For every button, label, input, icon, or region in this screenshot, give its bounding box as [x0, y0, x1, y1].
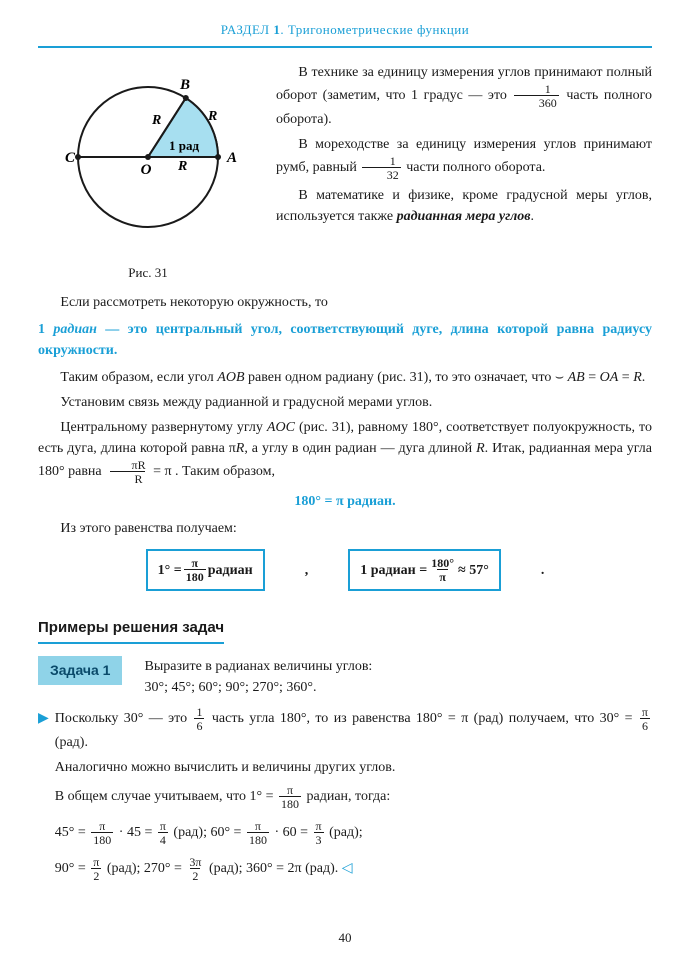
sol-p1: Поскольку 30° — это 16 часть угла 180°, … — [55, 706, 652, 753]
top-section: B A C O R R R 1 рад Рис. 31 В технике за… — [38, 62, 652, 283]
solution-marker-icon: ▶ — [38, 706, 49, 729]
svg-text:C: C — [65, 150, 76, 166]
figure-caption: Рис. 31 — [38, 263, 258, 283]
sol-line1: 45° = π180 · 45 = π4 (рад); 60° = π180 ·… — [55, 820, 652, 846]
svg-text:1 рад: 1 рад — [169, 138, 199, 153]
body-3: Центральному развернутому углу AOC (рис.… — [38, 417, 652, 485]
sol-p2: Аналогично можно вычислить и величины др… — [55, 757, 652, 778]
page-number: 40 — [0, 928, 690, 948]
section-title: Примеры решения задач — [38, 617, 224, 644]
after-eq: Из этого равенства получаем: — [38, 518, 652, 539]
sol-p3: В общем случае учитываем, что 1° = π180 … — [55, 784, 652, 810]
solution-content: Поскольку 30° — это 16 часть угла 180°, … — [55, 706, 652, 886]
body-1: Таким образом, если угол AOB равен одном… — [38, 367, 652, 388]
task-text: Выразите в радианах величины углов: 30°;… — [144, 656, 652, 698]
chapter-header: РАЗДЕЛ 1. Тригонометрические функции — [38, 20, 652, 48]
task-1: Задача 1 Выразите в радианах величины уг… — [38, 656, 652, 698]
svg-text:B: B — [179, 77, 190, 93]
formula-box-2: 1 радиан = 180°π ≈ 57° — [348, 549, 501, 591]
solution-block: ▶ Поскольку 30° — это 16 часть угла 180°… — [38, 706, 652, 886]
svg-text:A: A — [226, 150, 237, 166]
intro-para-1: В технике за единицу измерения углов при… — [276, 62, 652, 130]
task-badge: Задача 1 — [38, 656, 122, 685]
eq-180: 180° = π радиан. — [38, 491, 652, 512]
intro-para-3: В математике и физике, кроме градусной м… — [276, 185, 652, 227]
figure-31-svg: B A C O R R R 1 рад — [38, 62, 258, 252]
intro-para-2: В мореходстве за единицу измерения углов… — [276, 134, 652, 181]
svg-text:R: R — [151, 113, 161, 128]
after-intro: Если рассмотреть некоторую окружность, т… — [38, 292, 652, 313]
figure-column: B A C O R R R 1 рад Рис. 31 — [38, 62, 258, 283]
body-2: Установим связь между радианной и градус… — [38, 392, 652, 413]
chapter-suffix: . Тригонометрические функции — [280, 22, 469, 37]
formula-box-1: 1° = π180 радиан — [146, 549, 265, 591]
intro-text-column: В технике за единицу измерения углов при… — [276, 62, 652, 283]
svg-text:O: O — [141, 162, 152, 178]
svg-text:R: R — [177, 159, 187, 174]
svg-text:R: R — [207, 109, 217, 124]
chapter-prefix: РАЗДЕЛ — [221, 22, 274, 37]
sol-line2: 90° = π2 (рад); 270° = 3π2 (рад); 360° =… — [55, 856, 652, 882]
formula-row: 1° = π180 радиан , 1 радиан = 180°π ≈ 57… — [38, 549, 652, 591]
radian-definition: 1 радиан — это центральный угол, соответ… — [38, 319, 652, 361]
